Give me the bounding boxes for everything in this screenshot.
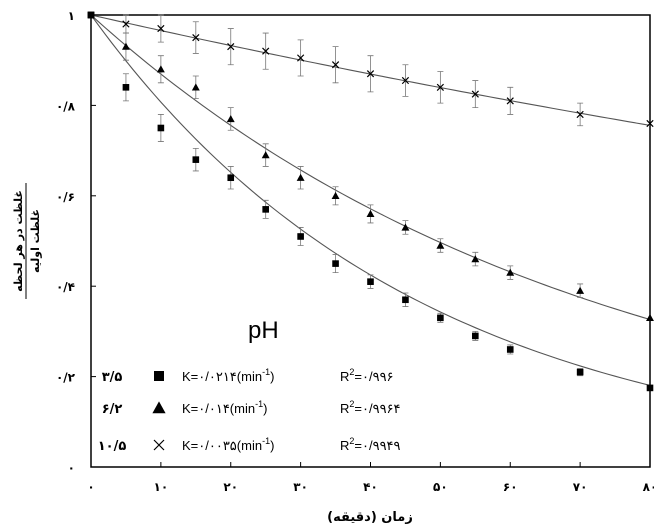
data-point-series-2 bbox=[296, 173, 305, 181]
data-point-series-1 bbox=[402, 296, 409, 304]
data-point-series-1 bbox=[506, 346, 514, 353]
x-tick-label: ۶۰ bbox=[503, 480, 518, 494]
data-point-series-2 bbox=[506, 268, 515, 276]
y-axis-title: غلظت در هر لحظه غلظت اولیه bbox=[12, 183, 42, 299]
y-tick-label: ۰/۲ bbox=[56, 371, 76, 385]
data-point-series-3 bbox=[192, 33, 200, 42]
data-point-series-2 bbox=[576, 286, 585, 294]
legend-marker-triangle bbox=[152, 401, 166, 414]
data-point-series-1 bbox=[122, 84, 130, 91]
x-tick-label: ۴۰ bbox=[363, 480, 378, 494]
data-point-series-3 bbox=[262, 47, 270, 55]
legend-r-squared: R2=۰/۹۹۶ bbox=[340, 367, 394, 384]
data-point-series-2 bbox=[436, 241, 445, 249]
x-axis-title: زمان (دقیقه) bbox=[327, 510, 413, 525]
x-tick-label: ۸۰ bbox=[643, 480, 654, 494]
data-point-series-3 bbox=[506, 97, 514, 105]
x-tick-label: ۰ bbox=[87, 480, 94, 494]
data-point-series-2 bbox=[401, 223, 410, 231]
data-point-series-3 bbox=[331, 61, 340, 69]
legend: ۳/۵ K=۰/۰۲۱۴(min-1) R2=۰/۹۹۶ ۶/۲ K=۰/۰۱۴(min… bbox=[98, 367, 401, 454]
y-tick-label: ۰ bbox=[68, 461, 75, 475]
legend-r-squared: R2=۰/۹۹۴۹ bbox=[340, 436, 401, 453]
y-axis-ticks: ۰ ۰/۲ ۰/۴ ۰/۶ ۰/۸ ۱ bbox=[56, 9, 96, 475]
data-point-series-3 bbox=[436, 83, 444, 91]
legend-series-name: ۳/۵ bbox=[102, 370, 123, 385]
data-point-series-2 bbox=[331, 191, 340, 199]
data-point-series-2 bbox=[121, 42, 130, 50]
data-point-series-3 bbox=[297, 54, 305, 62]
data-point-series-3 bbox=[471, 90, 479, 98]
x-axis-ticks: ۰ ۱۰ ۲۰ ۳۰ ۴۰ ۵۰ ۶۰ ۷۰ ۸۰ bbox=[87, 462, 654, 494]
data-point-series-3 bbox=[227, 43, 235, 51]
x-tick-label: ۲۰ bbox=[223, 480, 238, 494]
x-tick-label: ۷۰ bbox=[573, 480, 588, 494]
legend-rate-constant: K=۰/۰۰۳۵(min-1) bbox=[182, 436, 274, 453]
y-axis-title-numerator: غلظت در هر لحظه bbox=[12, 190, 25, 292]
data-point-series-1 bbox=[646, 384, 654, 392]
data-point-series-1 bbox=[157, 124, 165, 132]
data-point-series-1 bbox=[437, 314, 444, 322]
data-point-series-3 bbox=[401, 76, 410, 85]
data-point-series-2 bbox=[471, 255, 480, 263]
y-axis-title-denominator: غلظت اولیه bbox=[29, 209, 42, 273]
legend-rate-constant: K=۰/۰۲۱۴(min-1) bbox=[182, 367, 274, 384]
data-point-series-2 bbox=[226, 115, 235, 123]
data-point-series-1 bbox=[367, 278, 374, 285]
legend-rate-constant: K=۰/۰۱۴(min-1) bbox=[182, 399, 267, 416]
y-tick-label: ۰/۴ bbox=[56, 280, 75, 294]
x-tick-label: ۳۰ bbox=[293, 480, 308, 494]
x-tick-label: ۱۰ bbox=[154, 480, 169, 494]
y-tick-label: ۰/۶ bbox=[56, 190, 75, 204]
data-point-series-2 bbox=[156, 65, 165, 73]
data-point-series-1 bbox=[576, 368, 584, 376]
legend-marker-x bbox=[153, 439, 165, 451]
data-point-series-2 bbox=[646, 313, 654, 322]
data-point-series-3 bbox=[122, 20, 130, 28]
legend-series-name: ۱۰/۵ bbox=[98, 439, 127, 454]
data-point-series-3 bbox=[646, 119, 654, 128]
data-point-series-2 bbox=[191, 83, 200, 91]
data-point-series-1 bbox=[297, 233, 304, 240]
legend-marker-square bbox=[154, 371, 164, 381]
data-point-series-3 bbox=[157, 24, 165, 33]
legend-series-name: ۶/۲ bbox=[102, 402, 123, 417]
data-point-series-2 bbox=[366, 209, 375, 218]
data-point-series-1 bbox=[472, 332, 479, 340]
data-point-series-3 bbox=[576, 110, 584, 119]
data-point-series-1 bbox=[332, 260, 339, 267]
legend-r-squared: R2=۰/۹۹۶۴ bbox=[340, 399, 401, 416]
data-point-series-1 bbox=[262, 206, 269, 213]
x-tick-label: ۵۰ bbox=[433, 480, 448, 494]
data-point-series-2 bbox=[261, 151, 270, 159]
error-bars bbox=[122, 14, 584, 377]
data-point-series-3 bbox=[366, 70, 375, 78]
data-point-series-1 bbox=[192, 156, 200, 163]
y-tick-label: ۰/۸ bbox=[56, 99, 76, 113]
data-point-series-1 bbox=[227, 174, 235, 182]
y-tick-label: ۱ bbox=[68, 9, 75, 23]
ph-annotation: pH bbox=[248, 317, 279, 344]
